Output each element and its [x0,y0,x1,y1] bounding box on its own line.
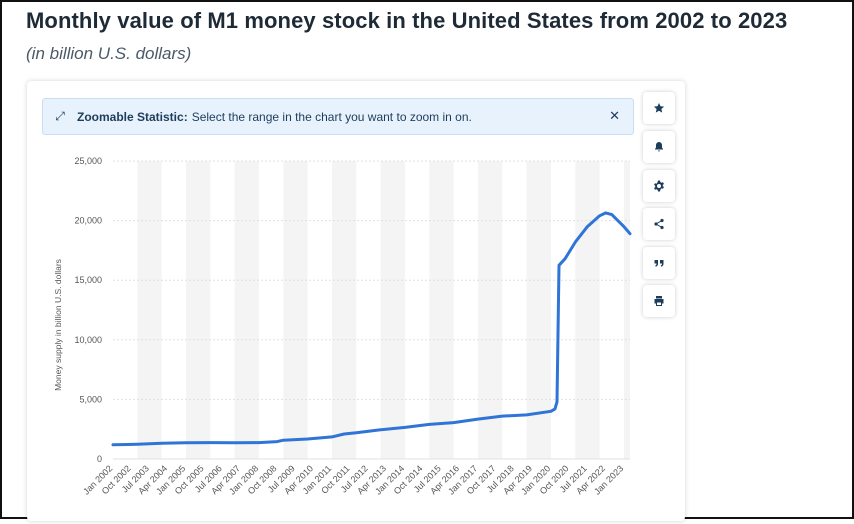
share-icon [654,218,664,230]
banner-text: Select the range in the chart you want t… [191,109,472,124]
cite-button[interactable] [643,247,675,279]
m1-line-chart[interactable]: 0 5,000 10,000 15,000 20,000 25,000 Money supp… [40,145,640,519]
year-band [185,161,211,459]
y-tick-label: 15,000 [74,275,102,285]
year-band [137,161,162,459]
favorite-button[interactable] [643,92,675,124]
year-band [283,161,308,459]
expand-icon: ⤢ [55,109,65,123]
year-band [331,161,357,459]
bell-icon [655,142,663,152]
close-icon[interactable]: ✕ [609,108,620,123]
quote-icon [654,260,664,267]
y-tick-label: 5,000 [79,394,102,404]
year-band [380,161,405,459]
print-button[interactable] [643,285,675,317]
y-tick-label: 20,000 [74,216,102,226]
star-icon [653,103,665,113]
year-band [526,161,551,459]
banner-bold-label: Zoomable Statistic: [77,109,188,124]
y-axis-label: Money supply in billion U.S. dollars [53,259,63,391]
y-tick-label: 0 [97,454,102,464]
y-tick-label: 10,000 [74,335,102,345]
chart-area[interactable]: 0 5,000 10,000 15,000 20,000 25,000 Money supp… [40,145,640,519]
year-band [429,161,454,459]
year-band [477,161,503,459]
year-band [575,161,600,459]
page-title: Monthly value of M1 money stock in the U… [26,8,788,33]
year-band [234,161,259,459]
print-icon [654,296,664,306]
year-band [623,161,630,459]
share-button[interactable] [643,208,675,240]
gear-icon [654,180,664,192]
zoom-banner: ⤢ Zoomable Statistic: Select the range i… [42,98,634,135]
page-subtitle: (in billion U.S. dollars) [26,44,192,63]
series-line [111,211,632,447]
settings-button[interactable] [643,170,675,202]
notification-button[interactable] [643,131,675,163]
y-tick-label: 25,000 [74,156,102,166]
